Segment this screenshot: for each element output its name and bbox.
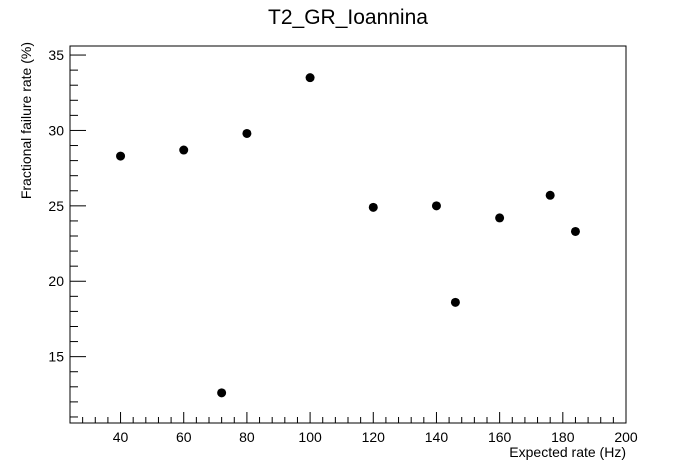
data-point xyxy=(368,202,378,212)
x-axis-ticks xyxy=(69,412,627,423)
y-tick-label: 15 xyxy=(48,349,64,365)
data-point xyxy=(570,226,580,236)
data-point xyxy=(305,73,315,83)
x-axis-tick-labels: 40 60 80 100 120 140 160 180 200 xyxy=(113,429,638,445)
data-points xyxy=(116,73,580,398)
y-tick-label: 35 xyxy=(48,47,64,63)
x-tick-label: 60 xyxy=(176,429,192,445)
data-point xyxy=(450,297,460,307)
y-axis-tick-labels: 15 20 25 30 35 xyxy=(48,47,64,365)
data-point xyxy=(179,145,189,155)
y-axis-ticks xyxy=(70,54,86,418)
chart-title: T2_GR_Ioannina xyxy=(268,6,428,29)
x-tick-label: 140 xyxy=(425,429,449,445)
x-tick-label: 200 xyxy=(614,429,638,445)
x-axis-title: Expected rate (Hz) xyxy=(509,444,626,460)
x-tick-label: 120 xyxy=(362,429,386,445)
data-point xyxy=(545,190,555,200)
x-tick-label: 180 xyxy=(551,429,575,445)
x-tick-label: 100 xyxy=(298,429,322,445)
y-tick-label: 20 xyxy=(48,273,64,289)
x-tick-label: 80 xyxy=(239,429,255,445)
data-point xyxy=(495,213,505,223)
data-point xyxy=(116,151,126,161)
data-point xyxy=(431,201,441,211)
y-axis-title: Fractional failure rate (%) xyxy=(18,42,34,199)
y-tick-label: 25 xyxy=(48,198,64,214)
data-point xyxy=(242,128,252,138)
data-point xyxy=(217,388,227,398)
y-tick-label: 30 xyxy=(48,122,64,138)
x-tick-label: 160 xyxy=(488,429,512,445)
x-tick-label: 40 xyxy=(113,429,129,445)
